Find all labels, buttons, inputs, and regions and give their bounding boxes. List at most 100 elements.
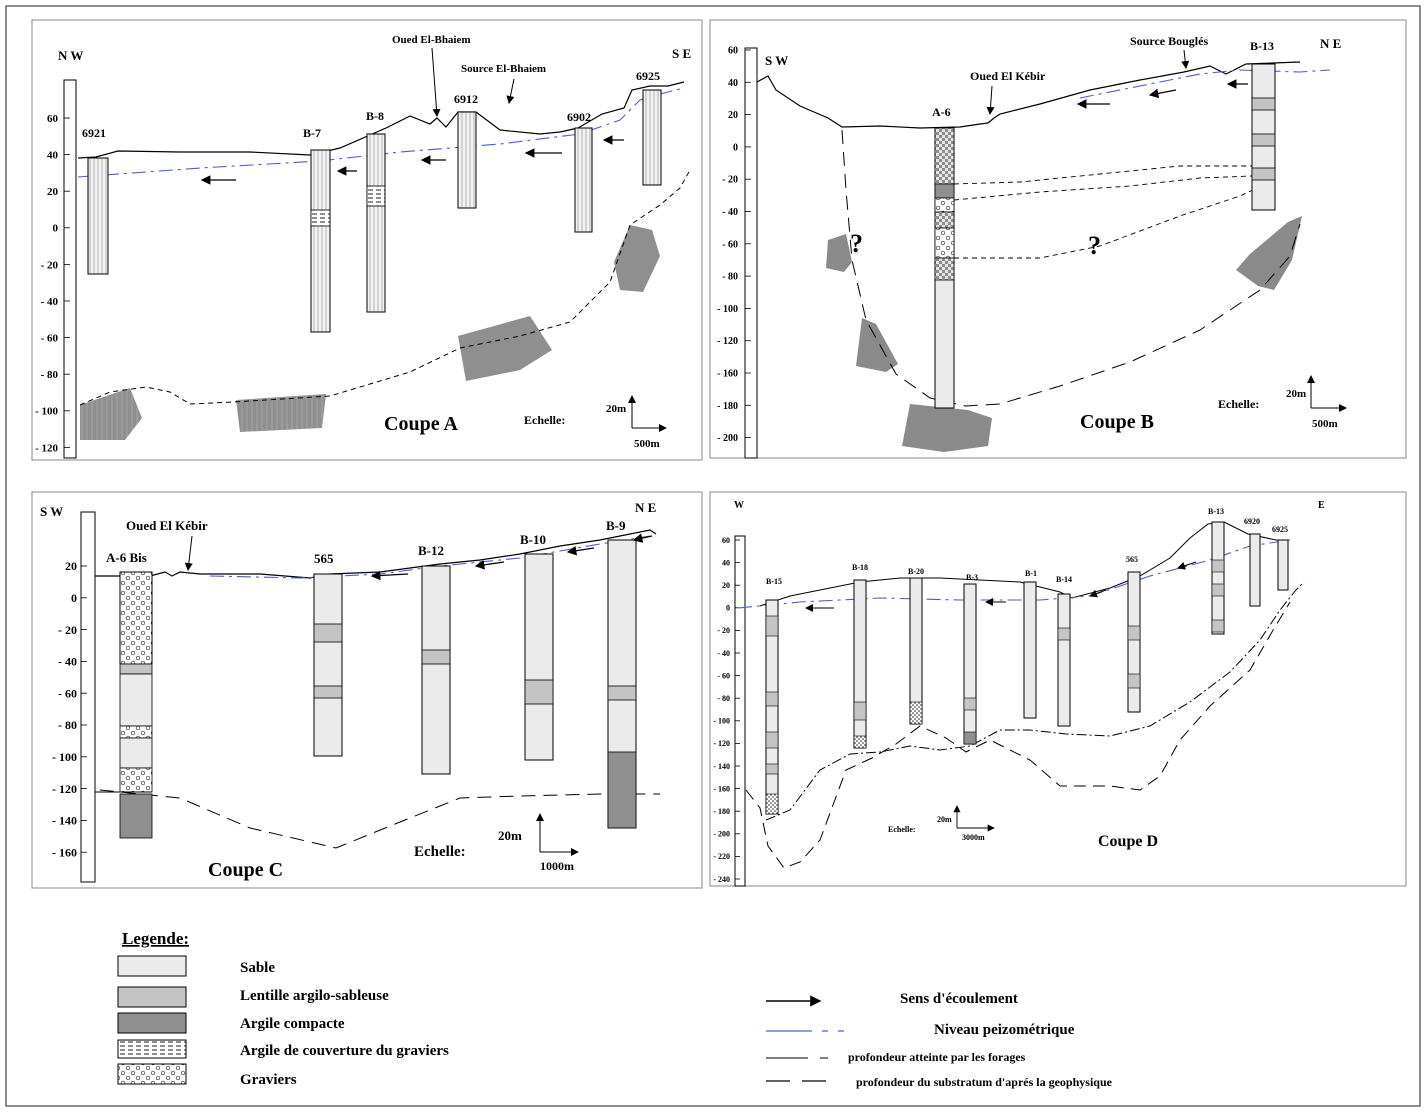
- depth-tick-label: 20: [47, 186, 59, 198]
- panel-a-well-b7: [310, 149, 331, 333]
- legend-swatch-graviers: [117, 1063, 187, 1085]
- panel-c-scale-column: [80, 511, 96, 883]
- panel-a-scale-column: [63, 79, 77, 459]
- panel-d-well-565-lens: [1127, 673, 1141, 689]
- depth-tick-label: - 160: [52, 845, 77, 859]
- depth-tick-label: 20: [722, 581, 730, 590]
- panel-b-well-label: A-6: [932, 105, 951, 119]
- legend-label-couverture: Argile de couverture du graviers: [240, 1043, 449, 1059]
- panel-b-flow-arrow: [1148, 88, 1177, 99]
- panel-c-ground-surface: [95, 529, 657, 579]
- panel-c-well-a6bis-gravel: [119, 767, 153, 793]
- panel-d-well-b3: [963, 583, 977, 745]
- panel-d-well-565: [1127, 571, 1141, 713]
- panel-a-piezometric-line: [77, 87, 685, 178]
- panel-a-annotation-pointer: [431, 47, 441, 117]
- panel-d-well-b15-lens: [765, 691, 779, 707]
- figure-frame: [5, 5, 1421, 1107]
- panel-d-well-label: B-1: [1025, 569, 1037, 578]
- panel-d-well-6920: [1249, 533, 1261, 607]
- panel-a-well-label: 6912: [454, 92, 478, 106]
- panel-a-annotation: Source El-Bhaiem: [461, 63, 546, 75]
- panel-c-well-b12-lens: [421, 649, 451, 665]
- panel-d-well-6925: [1277, 539, 1289, 591]
- legend-label-graviers: Graviers: [240, 1072, 297, 1088]
- panel-d-dir-left: W: [734, 500, 744, 511]
- panel-c-dir-left: S W: [40, 504, 63, 519]
- depth-tick-label: - 120: [713, 739, 730, 748]
- depth-tick-label: - 120: [52, 782, 77, 796]
- panel-d-scale-label: Echelle:: [888, 825, 916, 834]
- panel-c-annotation-pointer: [184, 535, 193, 571]
- depth-tick-label: - 40: [41, 296, 59, 308]
- panel-d-well-b1: [1023, 581, 1037, 719]
- panel-c-piezometric-line: [209, 535, 651, 579]
- panel-b-well-label: B-13: [1250, 39, 1274, 53]
- panel-b-well-a6-gravel: [934, 197, 955, 213]
- panel-c-dir-right: N E: [635, 500, 656, 515]
- panel-d-well-b15-lens: [765, 615, 779, 637]
- depth-tick-label: - 60: [717, 671, 730, 680]
- panel-c-well-565-lens: [313, 685, 343, 699]
- depth-tick-label: - 80: [41, 369, 59, 381]
- legend-title: Legende:: [122, 929, 189, 948]
- depth-tick-label: 0: [733, 142, 738, 153]
- panel-b-layer-boundary: [953, 175, 1253, 201]
- panel-c-flow-arrow: [370, 570, 409, 581]
- depth-tick-label: 0: [53, 223, 59, 235]
- panel-d-scale-column: [734, 535, 746, 887]
- panel-c-well-label: B-10: [520, 532, 546, 547]
- panel-b-layer-boundary: [953, 165, 1252, 185]
- panel-a-well-b8-lens: [366, 185, 386, 207]
- depth-tick-label: - 140: [52, 814, 77, 828]
- depth-tick-label: - 100: [717, 304, 738, 315]
- panel-b-well-a6-clay: [934, 183, 955, 199]
- panel-a-well-6912: [457, 111, 477, 209]
- panel-c-well-565-lens: [313, 623, 343, 643]
- depth-tick-label: - 20: [58, 623, 77, 637]
- depth-tick-label: - 80: [722, 272, 738, 283]
- panel-a-well-label: 6921: [82, 126, 106, 140]
- panel-b-annotation-pointer: [986, 85, 995, 115]
- panel-c-title: Coupe C: [208, 859, 283, 881]
- panel-c-well-label: 565: [314, 551, 334, 566]
- panel-d-well-b15-lens: [765, 731, 779, 749]
- panel-d-scale-v-label: 20m: [937, 815, 952, 824]
- depth-tick-label: - 100: [52, 750, 77, 764]
- panel-d-well-label: 565: [1126, 555, 1138, 564]
- panel-b-scale-column: [744, 47, 758, 459]
- panel-b-scale-h-label: 500m: [1312, 418, 1338, 430]
- legend: Legende: Sable Lentille argilo-sableuse …: [117, 929, 1113, 1089]
- depth-tick-label: 20: [65, 559, 77, 573]
- panel-b-well-a6-gravel: [934, 227, 955, 259]
- panel-coupe-b: 60 40 20 0 - 20 - 40 - 60 - 80 - 100 - 120 - 160 - …: [709, 19, 1407, 459]
- legend-label-substratum: profondeur du substratum d'aprés la geop…: [856, 1075, 1113, 1089]
- panel-b-annotation: Source Bouglés: [1130, 34, 1208, 48]
- depth-tick-label: - 200: [717, 433, 738, 444]
- legend-label-flow: Sens d'écoulement: [900, 991, 1018, 1007]
- depth-tick-label: - 220: [713, 852, 730, 861]
- panel-d-well-b13-lens: [1211, 559, 1225, 573]
- panel-d-well-label: 6925: [1272, 525, 1288, 534]
- panel-a-rock-body: [458, 316, 552, 381]
- depth-tick-label: 40: [728, 78, 738, 89]
- legend-swatch-sable: [117, 955, 187, 977]
- panel-b-piezometric-line: [1079, 69, 1331, 99]
- panel-b-rock-body: [902, 404, 992, 452]
- legend-swatch-lentille: [117, 986, 187, 1008]
- panel-c-well-label: B-12: [418, 543, 444, 558]
- panel-b-well-b13-lens: [1251, 133, 1276, 147]
- panel-b-question-mark: ?: [850, 229, 863, 258]
- panel-a-well-6925: [642, 89, 662, 186]
- depth-tick-label: 40: [47, 149, 59, 161]
- panel-d-flow-arrow: [1177, 561, 1197, 570]
- depth-tick-label: - 80: [58, 718, 77, 732]
- panel-b-dir-left: S W: [765, 53, 788, 68]
- depth-tick-label: - 180: [717, 401, 738, 412]
- panel-d-well-b18-lens: [853, 701, 867, 721]
- panel-b-scale-label: Echelle:: [1218, 397, 1259, 411]
- panel-d-flow-arrow: [1089, 589, 1107, 598]
- panel-coupe-a: 60 40 20 0 - 20 - 40 - 60 - 80 - 100 - 120 N W S …: [31, 19, 703, 461]
- panel-b-layer-boundary: [954, 181, 1271, 259]
- depth-tick-label: - 40: [717, 649, 730, 658]
